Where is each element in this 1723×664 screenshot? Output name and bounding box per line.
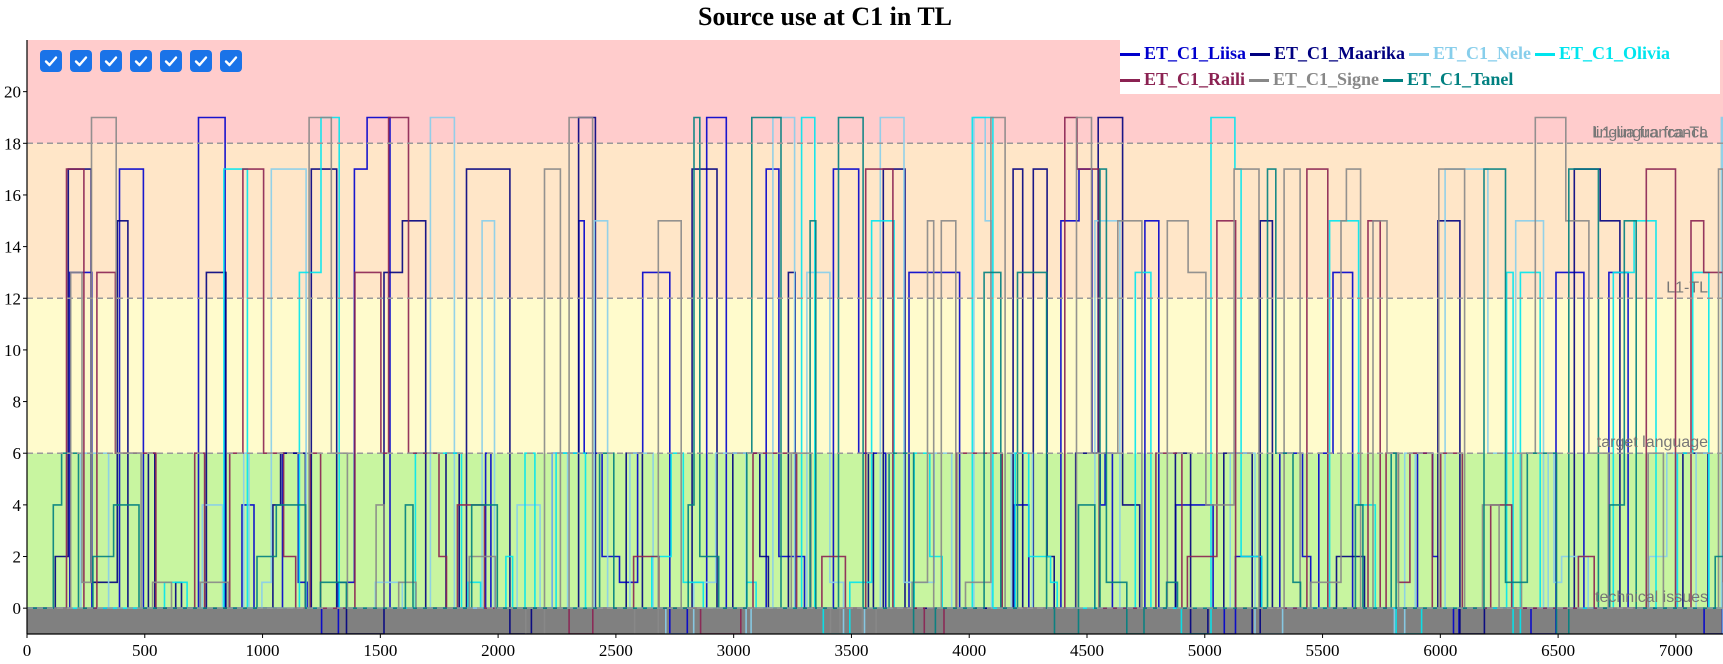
y-tick-label: 12 — [4, 289, 21, 308]
legend-item-et-c1-olivia[interactable]: ET_C1_Olivia — [1535, 40, 1670, 66]
series-toggle-row — [40, 50, 242, 72]
x-tick-label: 7000 — [1659, 641, 1693, 660]
series-toggle-checkbox[interactable] — [70, 50, 92, 72]
legend-swatch — [1535, 53, 1556, 57]
y-tick-label: 6 — [13, 444, 22, 463]
x-tick-label: 5000 — [1188, 641, 1222, 660]
x-tick-label: 1000 — [246, 641, 280, 660]
legend: ET_C1_Liisa ET_C1_Maarika ET_C1_Nele ET_C1_… — [1120, 38, 1720, 94]
legend-item-et-c1-liisa[interactable]: ET_C1_Liisa — [1120, 40, 1246, 66]
legend-label: ET_C1_Tanel — [1407, 69, 1514, 89]
y-tick-label: 14 — [4, 238, 22, 257]
x-tick-label: 0 — [23, 641, 32, 660]
checkmark-icon — [74, 56, 88, 67]
y-tick-label: 18 — [4, 134, 21, 153]
series-toggle-checkbox[interactable] — [190, 50, 212, 72]
band-technical-issues — [27, 608, 1723, 634]
y-tick-label: 4 — [13, 496, 22, 515]
checkmark-icon — [224, 56, 238, 67]
y-tick-label: 2 — [13, 548, 22, 567]
legend-label: ET_C1_Nele — [1433, 43, 1532, 63]
series-toggle-checkbox[interactable] — [160, 50, 182, 72]
band-label-technical-issues: technical issues — [1595, 589, 1708, 606]
checkmark-icon — [134, 56, 148, 67]
checkmark-icon — [194, 56, 208, 67]
band-label-target-language: target language — [1597, 434, 1708, 451]
y-tick-label: 0 — [13, 599, 22, 618]
band-l1-tl — [27, 298, 1723, 454]
y-tick-label: 8 — [13, 393, 22, 412]
legend-label: ET_C1_Olivia — [1559, 43, 1671, 63]
checkmark-icon — [44, 56, 58, 67]
checkmark-icon — [104, 56, 118, 67]
legend-item-et-c1-tanel[interactable]: ET_C1_Tanel — [1383, 66, 1513, 92]
y-tick-label: 10 — [4, 341, 21, 360]
checkmark-icon — [164, 56, 178, 67]
legend-label: ET_C1_Signe — [1273, 69, 1380, 89]
legend-item-et-c1-maarika[interactable]: ET_C1_Maarika — [1250, 40, 1405, 66]
legend-label: ET_C1_Maarika — [1274, 43, 1406, 63]
band-label-l1-tl: L1-TL — [1666, 279, 1708, 296]
x-tick-label: 3000 — [717, 641, 751, 660]
x-tick-label: 500 — [132, 641, 158, 660]
legend-label: ET_C1_Raili — [1144, 69, 1246, 89]
x-tick-label: 2500 — [599, 641, 633, 660]
legend-swatch — [1409, 53, 1430, 57]
y-tick-label: 20 — [4, 83, 21, 102]
legend-swatch — [1250, 53, 1271, 57]
band-label-l1-lingua-franca: L1-lingua franca — [1593, 124, 1708, 141]
legend-item-et-c1-raili[interactable]: ET_C1_Raili — [1120, 66, 1245, 92]
legend-swatch — [1120, 79, 1140, 83]
series-toggle-checkbox[interactable] — [40, 50, 62, 72]
legend-swatch — [1120, 53, 1140, 57]
legend-label: ET_C1_Liisa — [1144, 43, 1247, 63]
band-label-lingua-franca-tl: lingua franca-TL — [1592, 124, 1708, 141]
chart-title: Source use at C1 in TL — [697, 2, 953, 31]
x-tick-label: 2000 — [481, 641, 515, 660]
legend-item-et-c1-nele[interactable]: ET_C1_Nele — [1409, 40, 1531, 66]
x-tick-label: 1500 — [363, 641, 397, 660]
x-tick-label: 6000 — [1423, 641, 1457, 660]
series-toggle-checkbox[interactable] — [130, 50, 152, 72]
y-tick-label: 16 — [4, 186, 21, 205]
x-tick-label: 5500 — [1306, 641, 1340, 660]
legend-swatch — [1383, 79, 1404, 83]
legend-swatch — [1249, 79, 1270, 83]
x-tick-label: 4500 — [1070, 641, 1104, 660]
x-tick-label: 6500 — [1541, 641, 1575, 660]
legend-item-et-c1-signe[interactable]: ET_C1_Signe — [1249, 66, 1379, 92]
series-toggle-checkbox[interactable] — [220, 50, 242, 72]
x-tick-label: 4000 — [952, 641, 986, 660]
x-tick-label: 3500 — [834, 641, 868, 660]
series-toggle-checkbox[interactable] — [100, 50, 122, 72]
